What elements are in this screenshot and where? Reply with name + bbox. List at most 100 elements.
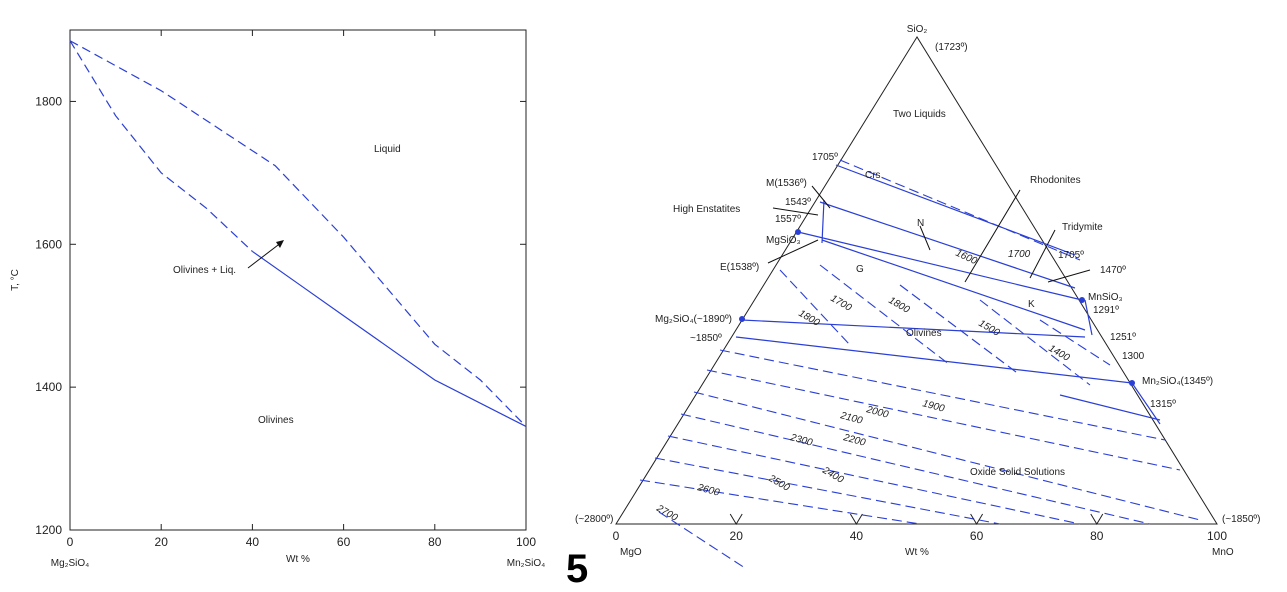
vertex-left-name: MgO [620, 547, 642, 558]
x-axis-label: Wt % [286, 554, 310, 565]
ternary-tick-label: 60 [970, 529, 984, 543]
boundary-line [1131, 382, 1161, 425]
ternary-tick-mark [970, 513, 984, 525]
ternary-label: 1315º [1150, 399, 1176, 410]
ternary-label: N [917, 218, 924, 229]
isotherm-line [706, 369, 1181, 471]
isotherm-label: 1900 [921, 398, 946, 414]
ternary-region-labels: Two Liquids 1705º M(1536º) 1543º 1557º High E… [655, 109, 1213, 478]
ternary-label: 1470º [1100, 265, 1126, 276]
ternary-label: K [1028, 299, 1035, 310]
ternary-base-ticks: 0 20 40 60 80 100 [613, 513, 1227, 543]
ternary-tick-label: 100 [1207, 529, 1227, 543]
vertex-top-temp: (1723º) [935, 42, 968, 53]
ternary-tick-label: 80 [1090, 529, 1104, 543]
binary-plot-frame [69, 29, 527, 531]
ternary-phase-diagram: SiO₂ (1723º) MgO (~2800º) MnO (~1850º) W… [575, 24, 1260, 569]
ternary-label: High Enstatites [673, 204, 740, 215]
rhodonites-arrow [964, 189, 1021, 283]
isotherm-label: 1600 [954, 248, 979, 268]
figure-number: 5 [566, 547, 588, 587]
ternary-tick-label: 0 [613, 529, 620, 543]
isotherm-label: 2700 [654, 503, 680, 524]
point-mn2sio4 [1129, 380, 1135, 386]
y-tick-label: 1600 [35, 237, 62, 251]
boundary-line [821, 199, 825, 244]
isotherm-line [819, 264, 951, 366]
isotherm-line [719, 349, 1166, 441]
point-mgsio3 [795, 229, 801, 235]
ternary-tick-label: 20 [730, 529, 744, 543]
ternary-label: ~1850º [690, 333, 722, 344]
isotherm-line [693, 391, 1201, 521]
isotherm-line [899, 284, 1021, 376]
ternary-x-label: Wt % [905, 547, 929, 558]
boundary-line [797, 231, 1083, 301]
e-arrow [767, 239, 819, 264]
isotherm-label: 1700 [1008, 249, 1031, 260]
1470-arrow [1047, 269, 1091, 283]
boundary-line [835, 164, 1076, 256]
label-liquid: Liquid [374, 144, 401, 155]
vertex-right-temp: (~1850º) [1222, 514, 1260, 525]
ternary-label: Tridymite [1062, 222, 1103, 233]
isotherm-line [680, 413, 1151, 525]
x-right-compound: Mn₂SiO₄ [507, 558, 546, 569]
high-enstatites-arrow [772, 207, 819, 216]
ternary-label: MnSiO₃ [1088, 292, 1123, 303]
liquidus-curve [69, 40, 527, 427]
point-mg2sio4 [739, 316, 745, 322]
isotherm-label: 1700 [829, 293, 854, 314]
tridymite-arrow [1029, 229, 1056, 279]
ternary-label: Mn₂SiO₄(1345º) [1142, 376, 1213, 387]
isotherms [639, 159, 1201, 569]
ternary-label: 1300 [1122, 351, 1145, 362]
ternary-label: E(1538º) [720, 262, 759, 273]
ternary-label: Rhodonites [1030, 175, 1081, 186]
ternary-label: Two Liquids [893, 109, 946, 120]
ternary-label: 1705º [812, 152, 838, 163]
y-tick-label: 1200 [35, 523, 62, 537]
isotherm-label: 2000 [864, 404, 890, 421]
solidus-curve [252, 250, 527, 427]
n-arrow [919, 225, 931, 251]
ternary-label: Crs [865, 170, 881, 181]
ternary-label: Mg₂SiO₄(~1890º) [655, 314, 732, 325]
x-tick-label: 20 [155, 535, 169, 549]
x-tick-label: 100 [516, 535, 536, 549]
solidus-curve-dashed [69, 40, 253, 252]
boundary-line [1059, 394, 1161, 421]
isotherm-label: 2500 [766, 473, 792, 494]
boundary-line [821, 239, 1086, 331]
boundary-line [735, 336, 1133, 384]
vertex-top-name: SiO₂ [907, 24, 928, 35]
point-mnsio3 [1079, 297, 1085, 303]
y-tick-label: 1400 [35, 380, 62, 394]
isotherm-label: 2400 [820, 465, 846, 486]
ternary-arrows [767, 185, 1091, 283]
boundary-line [819, 201, 1076, 289]
isotherm-line [639, 479, 921, 525]
binary-ticks: 0 20 40 60 80 100 1200 1400 1600 1800 [35, 30, 536, 549]
ternary-tick-mark [1090, 513, 1104, 525]
m-arrow [811, 185, 831, 209]
y-axis-label: T, °C [10, 269, 21, 291]
ternary-label: 1543º [785, 197, 811, 208]
vertex-left-temp: (~2800º) [575, 514, 613, 525]
isotherm-line [979, 299, 1091, 386]
boundary-curves [735, 164, 1161, 425]
ternary-label: 1291º [1093, 305, 1119, 316]
ternary-label: 1705º [1058, 250, 1084, 261]
label-olivines: Olivines [258, 415, 294, 426]
isotherm-line [1039, 319, 1111, 366]
ternary-label: 1251º [1110, 332, 1136, 343]
isotherm-label: 1500 [977, 318, 1002, 339]
ternary-label: 1557º [775, 214, 801, 225]
isotherm-line [667, 435, 1081, 525]
boundary-line [741, 319, 1086, 338]
x-tick-label: 80 [428, 535, 442, 549]
isotherm-label: 2600 [695, 482, 721, 499]
x-left-compound: Mg₂SiO₄ [51, 558, 90, 569]
